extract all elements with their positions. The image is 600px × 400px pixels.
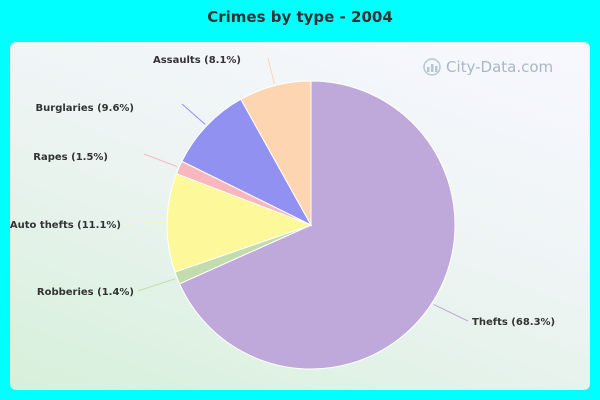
leader-line-5 bbox=[267, 57, 275, 84]
slice-label-5: Assaults (8.1%) bbox=[153, 55, 241, 66]
slice-label-1: Robberies (1.4%) bbox=[37, 287, 134, 298]
city-data-logo-icon bbox=[422, 58, 442, 76]
pie-slice-4 bbox=[181, 98, 313, 227]
pie-slice-5 bbox=[240, 80, 312, 227]
pie-slice-2 bbox=[166, 173, 313, 273]
leader-line-3 bbox=[143, 153, 178, 168]
leader-line-1 bbox=[137, 278, 176, 292]
leader-line-4 bbox=[181, 103, 206, 125]
slice-label-0: Thefts (68.3%) bbox=[472, 317, 555, 328]
slice-label-2: Auto thefts (11.1%) bbox=[10, 220, 121, 231]
chart-panel: Thefts (68.3%) Robberies (1.4%) Auto theft… bbox=[10, 42, 590, 390]
pie-slice-0 bbox=[178, 80, 456, 370]
slice-label-3: Rapes (1.5%) bbox=[33, 152, 108, 163]
leader-line-0 bbox=[433, 303, 469, 322]
chart-title: Crimes by type - 2004 bbox=[207, 8, 393, 26]
leader-line-2 bbox=[124, 222, 166, 225]
pie-chart: Thefts (68.3%) Robberies (1.4%) Auto theft… bbox=[10, 55, 555, 370]
watermark-text: City-Data.com bbox=[446, 58, 554, 76]
slice-label-4: Burglaries (9.6%) bbox=[36, 103, 134, 114]
watermark: City-Data.com bbox=[422, 58, 553, 76]
